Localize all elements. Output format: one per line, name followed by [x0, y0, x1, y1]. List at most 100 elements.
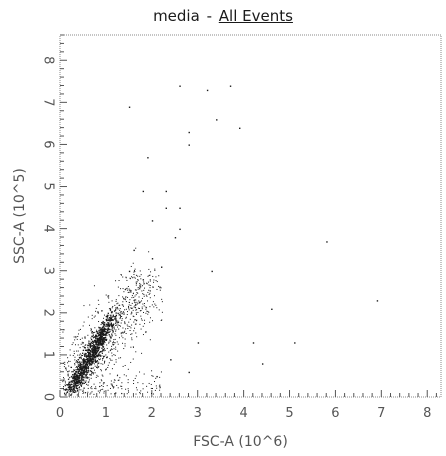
event-dot — [117, 307, 119, 309]
event-dot — [101, 385, 103, 387]
event-dot — [135, 281, 137, 283]
event-dot — [135, 387, 137, 389]
event-dot — [100, 335, 102, 337]
event-dot — [96, 367, 98, 369]
event-dot — [75, 377, 77, 379]
event-dot — [96, 355, 99, 357]
event-dot — [87, 355, 89, 357]
event-dot — [108, 341, 110, 343]
event-dot — [93, 350, 95, 352]
event-dot — [122, 365, 124, 367]
event-dot — [151, 370, 153, 372]
event-dot — [73, 369, 75, 371]
outlier-dot — [252, 342, 255, 344]
event-dot — [149, 280, 151, 282]
gate-link-all-events[interactable]: All Events — [218, 7, 293, 25]
event-dot — [152, 393, 154, 395]
event-dot — [130, 307, 132, 309]
event-dot — [94, 359, 96, 362]
event-dot — [102, 342, 104, 345]
event-dot — [123, 298, 125, 300]
event-dot — [99, 354, 101, 356]
event-dot — [107, 332, 109, 334]
event-dot — [140, 310, 142, 312]
event-dot — [74, 379, 76, 381]
event-dot — [126, 314, 128, 316]
event-dot — [97, 355, 99, 357]
event-dot — [94, 346, 96, 348]
event-dot — [97, 361, 99, 363]
event-dot — [92, 330, 94, 332]
event-dot — [104, 331, 106, 333]
event-dot — [140, 315, 142, 317]
event-dot — [98, 329, 100, 331]
event-dot — [75, 367, 77, 369]
event-dot — [99, 335, 101, 337]
event-dot — [98, 347, 100, 349]
event-dot — [97, 344, 99, 346]
event-dot — [134, 270, 136, 272]
event-dot — [139, 371, 141, 373]
event-dot — [135, 393, 137, 395]
event-dot — [84, 374, 86, 376]
event-dot — [105, 339, 108, 341]
event-dot — [137, 288, 139, 290]
event-dot — [79, 367, 81, 369]
event-dot — [76, 361, 79, 363]
event-dot — [108, 327, 110, 329]
event-dot — [109, 320, 111, 322]
event-dot — [139, 391, 141, 393]
event-dot — [69, 390, 72, 392]
event-dot — [152, 286, 154, 288]
outlier-dot — [326, 241, 328, 243]
event-dot — [96, 374, 98, 376]
event-dot — [125, 276, 127, 278]
event-dot — [103, 343, 105, 345]
event-dot — [121, 385, 123, 387]
event-dot — [88, 359, 90, 362]
event-dot — [83, 346, 85, 348]
event-dot — [135, 351, 137, 353]
event-dot — [117, 387, 119, 389]
event-dot — [119, 309, 121, 311]
event-dot — [132, 315, 134, 317]
event-dot — [136, 281, 138, 283]
event-dot — [106, 314, 108, 316]
event-dot — [90, 337, 92, 339]
event-dot — [89, 304, 91, 306]
event-dot — [88, 355, 90, 357]
event-dot — [64, 361, 66, 363]
y-tick-label: 0 — [41, 393, 56, 401]
event-dot — [95, 337, 97, 340]
event-dot — [89, 370, 92, 372]
y-tick-label: 8 — [41, 56, 56, 64]
event-dot — [112, 319, 114, 322]
event-dot — [88, 352, 90, 354]
event-dot — [115, 334, 117, 336]
event-dot — [122, 337, 124, 339]
event-dot — [89, 343, 92, 346]
event-dot — [125, 316, 127, 318]
event-dot — [90, 368, 92, 370]
event-dot — [149, 285, 151, 287]
event-dot — [90, 363, 93, 365]
event-dot — [92, 333, 94, 335]
event-dot — [102, 333, 104, 335]
event-dot — [64, 382, 66, 384]
event-dot — [82, 367, 84, 370]
event-dot — [120, 288, 122, 290]
event-dot — [93, 360, 95, 362]
event-dot — [89, 352, 91, 355]
event-dot — [117, 312, 119, 315]
event-dot — [93, 357, 95, 359]
event-dot — [93, 316, 95, 318]
event-dot — [143, 281, 145, 283]
event-dot — [107, 366, 109, 368]
event-dot — [153, 281, 155, 283]
event-dot — [66, 392, 68, 394]
event-dot — [91, 318, 93, 320]
event-dot — [121, 304, 123, 306]
event-dot — [99, 386, 101, 388]
event-dot — [92, 355, 94, 357]
event-dot — [104, 323, 106, 326]
